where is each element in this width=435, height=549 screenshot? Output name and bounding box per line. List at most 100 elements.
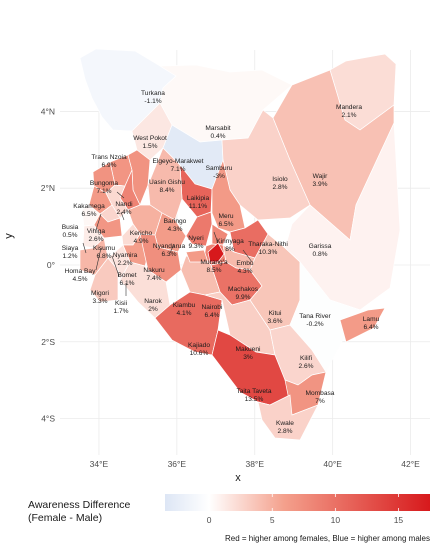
legend-tick-label: 0	[207, 515, 212, 525]
county-name-label: Lamu	[363, 316, 380, 323]
county-name-label: Narok	[144, 298, 162, 305]
county-name-label: Murang'a	[200, 259, 228, 266]
county-name-label: Nandi	[115, 201, 133, 208]
x-axis-title: x	[235, 472, 241, 484]
county-name-label: Laikipia	[187, 195, 210, 202]
county-value-label: 6.8%	[96, 253, 111, 260]
legend-colorbar	[165, 494, 430, 511]
county-value-label: 7.1%	[170, 166, 185, 173]
county-name-label: Kirinyaga	[216, 238, 244, 245]
county-value-label: 13.5%	[245, 396, 264, 403]
county-value-label: 2.8%	[277, 428, 292, 435]
y-axis-title: y	[3, 233, 15, 239]
county-name-label: Elgeyo-Marakwet	[153, 158, 204, 165]
county-value-label: 4.1%	[176, 310, 191, 317]
county-name-label: Kisumu	[93, 245, 115, 252]
county-nandi	[105, 184, 129, 219]
county-name-label: Nairobi	[202, 304, 223, 311]
county-name-label: Isiolo	[272, 176, 288, 183]
county-name-label: Kitui	[269, 310, 282, 317]
county-value-label: 3.6%	[267, 318, 282, 325]
county-name-label: Meru	[218, 213, 233, 220]
county-name-label: Kakamega	[73, 203, 105, 210]
y-tick-label: 2°N	[41, 183, 55, 193]
county-value-label: 11.1%	[189, 203, 207, 210]
county-value-label: 3.9%	[312, 181, 327, 188]
label-leaders	[82, 191, 253, 296]
county-value-label: 2.4%	[116, 209, 131, 216]
x-tick-label: 42°E	[401, 459, 420, 469]
county-name-label: Kajiado	[188, 342, 210, 349]
county-value-label: 1.2%	[62, 253, 77, 260]
county-name-label: West Pokot	[133, 135, 167, 142]
legend-title-line1: Awareness Difference	[28, 499, 130, 511]
x-tick-label: 36°E	[168, 459, 187, 469]
county-name-label: Samburu	[206, 165, 233, 172]
county-name-label: Migori	[91, 290, 109, 297]
county-name-label: Bungoma	[90, 180, 119, 187]
legend-caption: Red = higher among females, Blue = highe…	[225, 534, 430, 543]
county-value-label: 4.5%	[72, 276, 87, 283]
county-name-label: Kericho	[130, 230, 153, 237]
y-tick-label: 0°	[47, 260, 55, 270]
county-name-label: Kilifi	[300, 355, 313, 362]
county-value-label: 2.2%	[117, 260, 132, 267]
county-nairobi	[207, 242, 225, 263]
county-lamu	[339, 307, 386, 343]
county-name-label: Garissa	[309, 243, 332, 250]
label-leader-line	[169, 243, 175, 254]
county-value-label: 9.3%	[188, 243, 203, 250]
county-value-label: 8%	[225, 246, 235, 253]
county-name-label: Siaya	[62, 245, 79, 252]
county-name-label: Nyandarua	[153, 243, 186, 250]
county-name-label: Kwale	[276, 420, 294, 427]
county-value-label: 6.9%	[101, 162, 116, 169]
county-name-label: Kisii	[115, 300, 128, 307]
county-name-label: Marsabit	[205, 125, 230, 132]
county-value-label: 6.1%	[119, 280, 134, 287]
county-name-label: Trans Nzoia	[91, 154, 127, 161]
county-label: Murang'a8.5%	[200, 259, 228, 274]
county-name-label: Makueni	[236, 346, 261, 353]
y-tick-label: 2°S	[41, 337, 55, 347]
county-name-label: Turkana	[141, 90, 165, 97]
county-value-label: 0.4%	[210, 133, 225, 140]
x-axis-ticks: 34°E 36°E 38°E 40°E 42°E	[90, 459, 420, 469]
y-tick-label: 4°N	[41, 106, 55, 116]
y-tick-label: 4°S	[41, 414, 55, 424]
label-leader-line	[95, 247, 102, 271]
county-value-label: 10.3%	[259, 249, 278, 256]
label-leader-line	[120, 211, 125, 221]
county-garissa	[284, 122, 401, 311]
county-value-label: -0.2%	[306, 321, 323, 328]
county-name-label: Bomet	[117, 272, 136, 279]
county-name-label: Wajir	[313, 173, 329, 180]
county-value-label: 2.6%	[298, 363, 313, 370]
county-value-label: 7%	[315, 398, 325, 405]
county-name-label: Nyamira	[113, 252, 138, 259]
county-value-label: 2.1%	[341, 112, 356, 119]
label-leader-line	[213, 231, 219, 244]
county-label: Nairobi 6.4%	[202, 304, 223, 319]
